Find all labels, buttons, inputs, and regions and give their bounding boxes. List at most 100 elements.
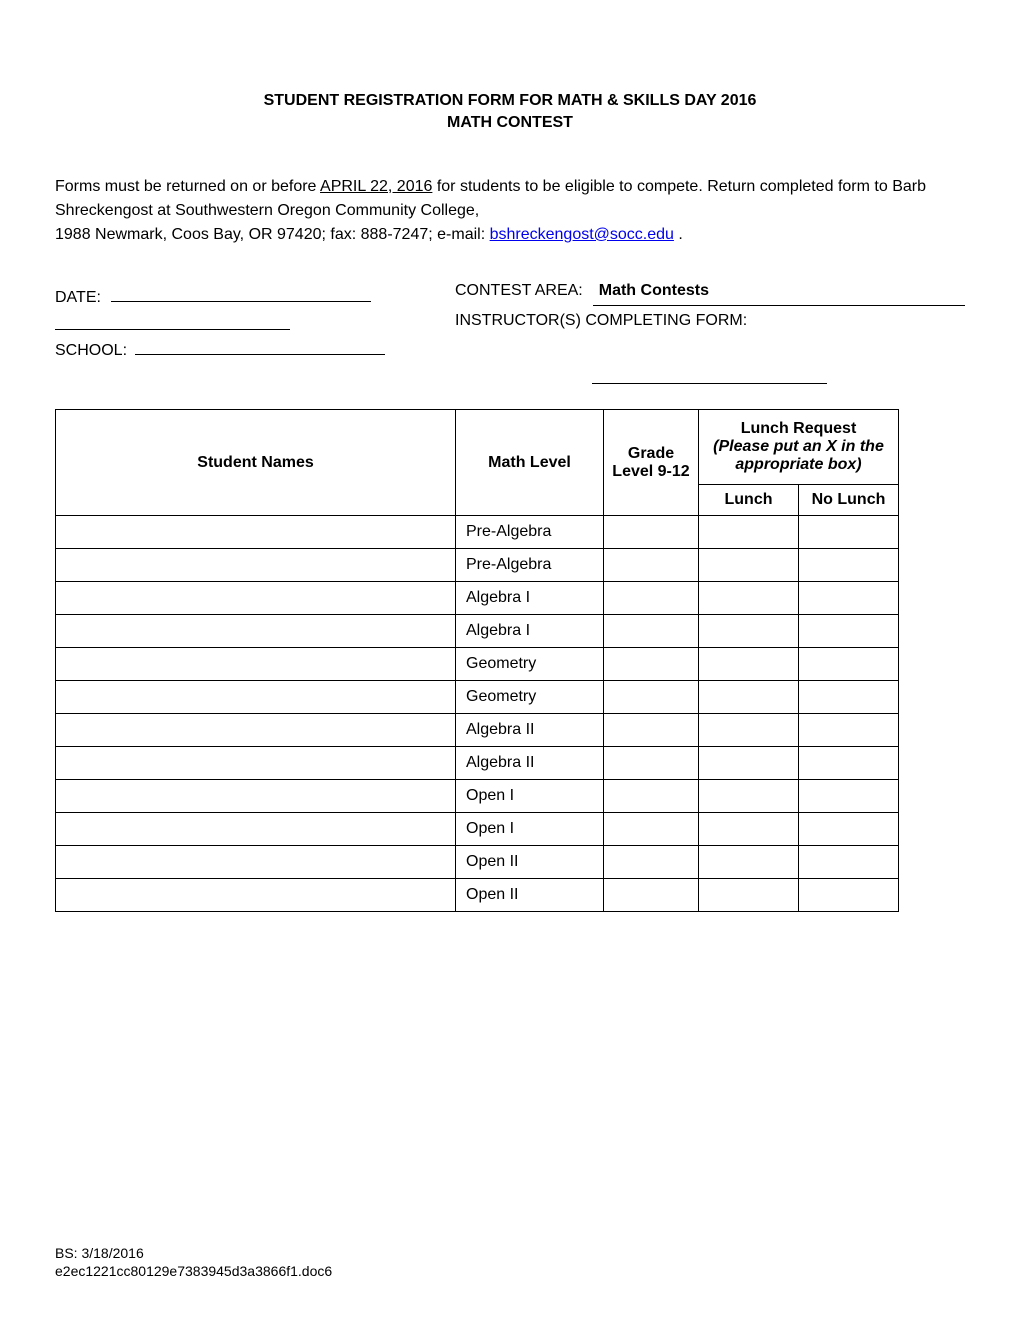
form-fields: DATE: CONTEST AREA: Math Contests INSTRU… — [55, 282, 965, 384]
cell-math: Open I — [456, 780, 604, 813]
table-row: Open II — [56, 846, 899, 879]
contest-area-value: Math Contests — [593, 282, 965, 306]
instructions: Forms must be returned on or before APRI… — [55, 175, 965, 247]
table-row: Algebra II — [56, 714, 899, 747]
cell-math: Open II — [456, 879, 604, 912]
cell-nolunch[interactable] — [799, 681, 899, 714]
cell-grade[interactable] — [604, 714, 699, 747]
cell-grade[interactable] — [604, 549, 699, 582]
cell-name[interactable] — [56, 846, 456, 879]
cell-grade[interactable] — [604, 780, 699, 813]
cell-lunch[interactable] — [699, 582, 799, 615]
cell-lunch[interactable] — [699, 648, 799, 681]
instr-period: . — [674, 226, 683, 243]
title-block: STUDENT REGISTRATION FORM FOR MATH & SKI… — [55, 90, 965, 135]
cell-lunch[interactable] — [699, 813, 799, 846]
cell-math: Pre-Algebra — [456, 549, 604, 582]
cell-lunch[interactable] — [699, 714, 799, 747]
th-lunch-italic: (Please put an X in the appropriate box) — [713, 438, 884, 473]
cell-grade[interactable] — [604, 846, 699, 879]
th-math-level: Math Level — [456, 410, 604, 516]
title-line-2: MATH CONTEST — [55, 112, 965, 134]
cell-grade[interactable] — [604, 615, 699, 648]
table-row: Algebra I — [56, 615, 899, 648]
cell-name[interactable] — [56, 549, 456, 582]
school-label: SCHOOL: — [55, 342, 127, 360]
cell-lunch[interactable] — [699, 780, 799, 813]
table-row: Pre-Algebra — [56, 516, 899, 549]
table-row: Geometry — [56, 648, 899, 681]
school-blank[interactable] — [135, 335, 385, 355]
cell-name[interactable] — [56, 813, 456, 846]
cell-name[interactable] — [56, 648, 456, 681]
table-body: Pre-Algebra Pre-Algebra Algebra I Algebr… — [56, 516, 899, 912]
date-label: DATE: — [55, 289, 101, 307]
cell-lunch[interactable] — [699, 879, 799, 912]
cell-name[interactable] — [56, 516, 456, 549]
cell-nolunch[interactable] — [799, 615, 899, 648]
cell-math: Algebra I — [456, 582, 604, 615]
cell-grade[interactable] — [604, 813, 699, 846]
contest-area-label: CONTEST AREA: — [455, 282, 583, 300]
table-row: Open II — [56, 879, 899, 912]
cell-math: Algebra I — [456, 615, 604, 648]
cell-nolunch[interactable] — [799, 780, 899, 813]
cell-nolunch[interactable] — [799, 549, 899, 582]
cell-lunch[interactable] — [699, 549, 799, 582]
cell-nolunch[interactable] — [799, 516, 899, 549]
cell-nolunch[interactable] — [799, 582, 899, 615]
table-row: Open I — [56, 780, 899, 813]
footer: BS: 3/18/2016 e2ec1221cc80129e7383945d3a… — [55, 1244, 332, 1280]
cell-nolunch[interactable] — [799, 714, 899, 747]
cell-math: Geometry — [456, 648, 604, 681]
footer-line-2: e2ec1221cc80129e7383945d3a3866f1.doc6 — [55, 1262, 332, 1280]
cell-math: Algebra II — [456, 747, 604, 780]
cell-grade[interactable] — [604, 582, 699, 615]
cell-lunch[interactable] — [699, 615, 799, 648]
cell-name[interactable] — [56, 615, 456, 648]
table-row: Open I — [56, 813, 899, 846]
cell-name[interactable] — [56, 714, 456, 747]
cell-grade[interactable] — [604, 747, 699, 780]
title-line-1: STUDENT REGISTRATION FORM FOR MATH & SKI… — [55, 90, 965, 112]
cell-math: Geometry — [456, 681, 604, 714]
instructors-label: INSTRUCTOR(S) COMPLETING FORM: — [455, 310, 747, 332]
date-blank-continuation[interactable] — [55, 310, 290, 330]
cell-name[interactable] — [56, 879, 456, 912]
cell-name[interactable] — [56, 747, 456, 780]
cell-name[interactable] — [56, 582, 456, 615]
students-table: Student Names Math Level Grade Level 9-1… — [55, 409, 899, 912]
cell-nolunch[interactable] — [799, 648, 899, 681]
th-lunch: Lunch — [699, 485, 799, 516]
cell-lunch[interactable] — [699, 747, 799, 780]
table-row: Algebra I — [56, 582, 899, 615]
table-row: Geometry — [56, 681, 899, 714]
table-row: Algebra II — [56, 747, 899, 780]
email-link[interactable]: bshreckengost@socc.edu — [490, 226, 674, 243]
cell-nolunch[interactable] — [799, 846, 899, 879]
cell-grade[interactable] — [604, 681, 699, 714]
th-student-names: Student Names — [56, 410, 456, 516]
cell-lunch[interactable] — [699, 516, 799, 549]
date-blank[interactable] — [111, 282, 371, 302]
cell-math: Pre-Algebra — [456, 516, 604, 549]
instructor-blank[interactable] — [592, 364, 827, 384]
th-grade-level: Grade Level 9-12 — [604, 410, 699, 516]
cell-lunch[interactable] — [699, 681, 799, 714]
table-row: Pre-Algebra — [56, 549, 899, 582]
cell-nolunch[interactable] — [799, 879, 899, 912]
cell-lunch[interactable] — [699, 846, 799, 879]
cell-math: Open II — [456, 846, 604, 879]
cell-nolunch[interactable] — [799, 813, 899, 846]
cell-grade[interactable] — [604, 648, 699, 681]
instr-before: Forms must be returned on or before — [55, 178, 320, 195]
footer-line-1: BS: 3/18/2016 — [55, 1244, 332, 1262]
cell-grade[interactable] — [604, 879, 699, 912]
cell-name[interactable] — [56, 681, 456, 714]
cell-grade[interactable] — [604, 516, 699, 549]
cell-name[interactable] — [56, 780, 456, 813]
cell-nolunch[interactable] — [799, 747, 899, 780]
th-lunch-bold: Lunch Request — [741, 420, 857, 437]
cell-math: Open I — [456, 813, 604, 846]
th-lunch-request: Lunch Request (Please put an X in the ap… — [699, 410, 899, 485]
